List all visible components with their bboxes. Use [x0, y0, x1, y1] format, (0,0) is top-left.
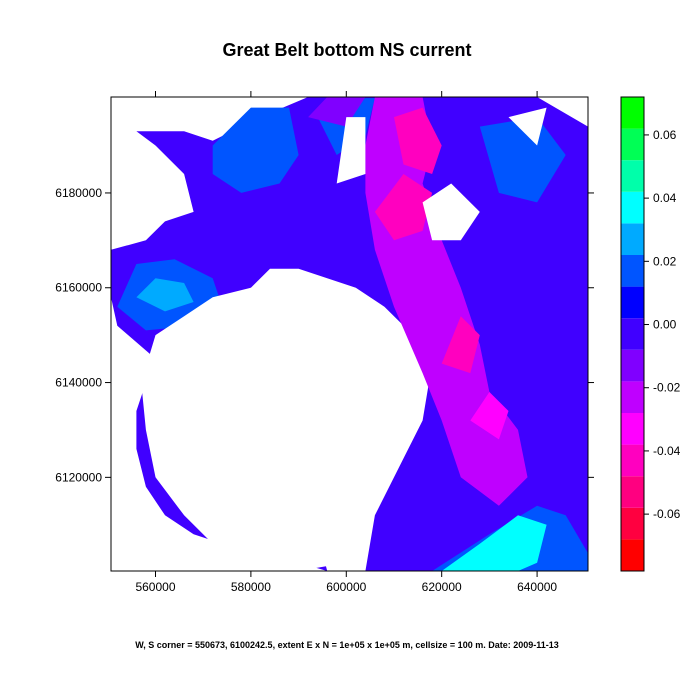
colorbar-swatch: [621, 413, 644, 445]
colorbar-swatch: [621, 381, 644, 413]
colorbar-swatch: [621, 223, 644, 255]
colorbar-swatch: [621, 318, 644, 350]
y-tick-label: 6180000: [55, 186, 102, 200]
colorbar: -0.06 -0.04 -0.02 0.00 0.02 0.04 0.06: [621, 97, 681, 571]
x-tick-label: 560000: [135, 580, 175, 594]
y-tick-label: 6120000: [55, 470, 102, 484]
colorbar-tick-label: 0.00: [653, 318, 677, 332]
colorbar-swatch: [621, 476, 644, 508]
y-tick-label: 6160000: [55, 281, 102, 295]
colorbar-swatch: [621, 160, 644, 192]
colorbar-swatch: [621, 508, 644, 540]
x-tick-label: 600000: [326, 580, 366, 594]
colorbar-swatch: [621, 129, 644, 161]
colorbar-swatch: [621, 192, 644, 224]
colorbar-tick-label: -0.02: [653, 381, 681, 395]
x-tick-label: 620000: [422, 580, 462, 594]
colorbar-swatch: [621, 287, 644, 319]
colorbar-swatch: [621, 350, 644, 382]
colorbar-tick-label: -0.06: [653, 507, 681, 521]
chart-footnote: W, S corner = 550673, 6100242.5, extent …: [135, 640, 559, 650]
colorbar-tick-label: 0.02: [653, 254, 677, 268]
chart-title: Great Belt bottom NS current: [222, 40, 471, 60]
colorbar-tick-label: 0.06: [653, 128, 677, 142]
x-tick-label: 580000: [231, 580, 271, 594]
colorbar-swatch: [621, 97, 644, 129]
x-tick-label: 640000: [517, 580, 557, 594]
y-tick-label: 6140000: [55, 376, 102, 390]
colorbar-swatch: [621, 539, 644, 571]
colorbar-swatch: [621, 445, 644, 477]
colorbar-tick-label: 0.04: [653, 191, 677, 205]
colorbar-swatch: [621, 255, 644, 287]
colorbar-tick-label: -0.04: [653, 444, 681, 458]
